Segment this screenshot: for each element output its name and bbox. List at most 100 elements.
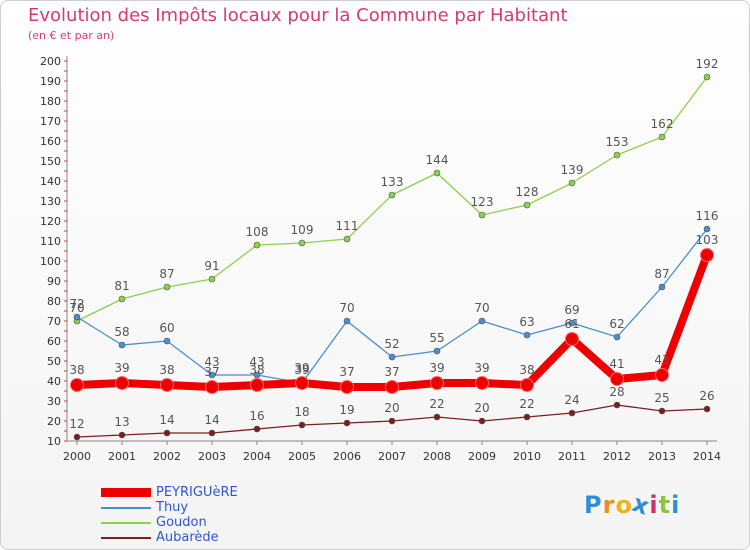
data-label-thuy: 72 bbox=[69, 297, 84, 311]
data-point-thuy bbox=[613, 333, 621, 341]
data-point-peyrigure bbox=[205, 380, 219, 394]
legend-swatch-aubarede bbox=[101, 537, 151, 539]
data-label-goudon: 144 bbox=[426, 153, 449, 167]
data-label-goudon: 70 bbox=[69, 301, 84, 315]
proxiti-logo: Proxiti bbox=[584, 489, 680, 521]
data-point-thuy bbox=[208, 371, 216, 379]
data-label-goudon: 108 bbox=[246, 225, 269, 239]
y-tick-label: 80 bbox=[47, 295, 61, 308]
data-label-thuy: 70 bbox=[474, 301, 489, 315]
data-point-aubarde bbox=[208, 429, 216, 437]
data-point-aubarde bbox=[118, 431, 126, 439]
x-tick-label: 2004 bbox=[243, 450, 271, 463]
data-label-peyrigure: 37 bbox=[384, 365, 399, 379]
data-label-thuy: 60 bbox=[159, 321, 174, 335]
data-point-goudon bbox=[388, 191, 396, 199]
data-point-goudon bbox=[208, 275, 216, 283]
data-label-goudon: 123 bbox=[471, 195, 494, 209]
data-point-aubarde bbox=[343, 419, 351, 427]
data-point-aubarde bbox=[298, 421, 306, 429]
logo-letter: P bbox=[584, 491, 603, 519]
data-label-aubarde: 18 bbox=[294, 405, 309, 419]
y-tick-label: 180 bbox=[40, 95, 61, 108]
data-point-goudon bbox=[343, 235, 351, 243]
data-label-goudon: 81 bbox=[114, 279, 129, 293]
data-point-goudon bbox=[658, 133, 666, 141]
data-point-peyrigure bbox=[475, 376, 489, 390]
data-label-goudon: 153 bbox=[606, 135, 629, 149]
data-label-aubarde: 28 bbox=[609, 385, 624, 399]
data-point-peyrigure bbox=[250, 378, 264, 392]
data-label-peyrigure: 38 bbox=[159, 363, 174, 377]
y-tick-label: 110 bbox=[40, 235, 61, 248]
x-tick-label: 2001 bbox=[108, 450, 136, 463]
y-tick-label: 40 bbox=[47, 375, 61, 388]
data-point-thuy bbox=[343, 317, 351, 325]
data-label-thuy: 52 bbox=[384, 337, 399, 351]
data-point-aubarde bbox=[568, 409, 576, 417]
data-point-goudon bbox=[613, 151, 621, 159]
chart-title: Evolution des Impôts locaux pour la Comm… bbox=[28, 5, 568, 26]
data-point-peyrigure bbox=[700, 248, 714, 262]
data-point-thuy bbox=[523, 331, 531, 339]
data-label-aubarde: 16 bbox=[249, 409, 264, 423]
data-point-peyrigure bbox=[70, 378, 84, 392]
data-label-thuy: 39 bbox=[294, 363, 309, 377]
data-label-peyrigure: 38 bbox=[249, 363, 264, 377]
data-label-peyrigure: 38 bbox=[519, 363, 534, 377]
x-tick-label: 2013 bbox=[648, 450, 676, 463]
data-label-peyrigure: 37 bbox=[339, 365, 354, 379]
data-label-aubarde: 22 bbox=[519, 397, 534, 411]
data-point-peyrigure bbox=[340, 380, 354, 394]
legend-swatch-peyriguere bbox=[101, 488, 151, 497]
data-label-peyrigure: 39 bbox=[294, 361, 309, 375]
data-point-aubarde bbox=[523, 413, 531, 421]
data-point-thuy bbox=[658, 283, 666, 291]
data-point-aubarde bbox=[613, 401, 621, 409]
data-point-peyrigure bbox=[385, 380, 399, 394]
data-point-peyrigure bbox=[610, 372, 624, 386]
x-tick-label: 2011 bbox=[558, 450, 586, 463]
data-label-aubarde: 20 bbox=[384, 401, 399, 415]
data-label-goudon: 192 bbox=[696, 57, 719, 71]
x-tick-label: 2012 bbox=[603, 450, 631, 463]
data-label-aubarde: 26 bbox=[699, 389, 714, 403]
data-point-thuy bbox=[568, 319, 576, 327]
data-label-peyrigure: 39 bbox=[474, 361, 489, 375]
x-tick-label: 2003 bbox=[198, 450, 226, 463]
y-tick-label: 150 bbox=[40, 155, 61, 168]
data-label-peyrigure: 61 bbox=[564, 317, 579, 331]
x-tick-label: 2014 bbox=[693, 450, 721, 463]
data-point-peyrigure bbox=[655, 368, 669, 382]
y-tick-label: 20 bbox=[47, 415, 61, 428]
logo-letter: r bbox=[602, 491, 616, 519]
data-point-aubarde bbox=[388, 417, 396, 425]
data-label-goudon: 91 bbox=[204, 259, 219, 273]
data-label-goudon: 133 bbox=[381, 175, 404, 189]
data-point-aubarde bbox=[73, 433, 81, 441]
data-label-thuy: 63 bbox=[519, 315, 534, 329]
data-point-goudon bbox=[568, 179, 576, 187]
data-point-goudon bbox=[523, 201, 531, 209]
y-tick-label: 30 bbox=[47, 395, 61, 408]
legend-label-aubarede: Aubarède bbox=[156, 530, 219, 545]
data-point-goudon bbox=[118, 295, 126, 303]
data-point-aubarde bbox=[478, 417, 486, 425]
y-tick-label: 10 bbox=[47, 435, 61, 448]
data-label-peyrigure: 38 bbox=[69, 363, 84, 377]
data-label-aubarde: 19 bbox=[339, 403, 354, 417]
y-tick-label: 190 bbox=[40, 75, 61, 88]
data-point-thuy bbox=[118, 341, 126, 349]
data-point-thuy bbox=[703, 225, 711, 233]
line-chart: 10 20 30 40 50 60 70 80 90 100 110 120 130 140 150 160 1… bbox=[40, 55, 721, 463]
y-tick-label: 170 bbox=[40, 115, 61, 128]
data-label-aubarde: 14 bbox=[204, 413, 219, 427]
y-tick-label: 160 bbox=[40, 135, 61, 148]
data-point-aubarde bbox=[163, 429, 171, 437]
x-tick-label: 2000 bbox=[63, 450, 91, 463]
data-point-thuy bbox=[478, 317, 486, 325]
data-label-peyrigure: 39 bbox=[429, 361, 444, 375]
y-tick-label: 120 bbox=[40, 215, 61, 228]
chart-subtitle: (en € et par an) bbox=[28, 29, 115, 42]
